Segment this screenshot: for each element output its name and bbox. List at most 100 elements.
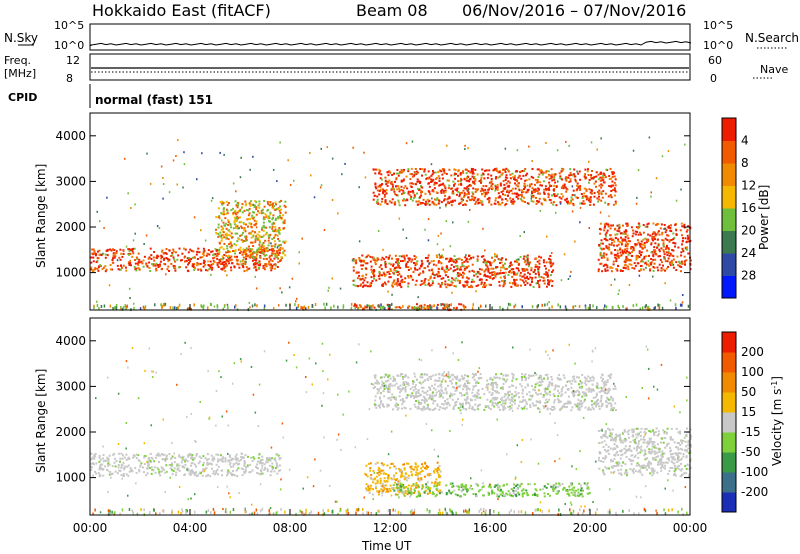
echo-cell — [610, 243, 613, 246]
echo-cell — [115, 306, 118, 310]
echo-cell — [635, 243, 638, 246]
echo-cell — [235, 258, 238, 261]
echo-cell — [524, 399, 527, 402]
echo-cell — [207, 260, 209, 263]
echo-cell — [153, 466, 156, 469]
echo-cell — [636, 231, 639, 233]
echo-cell — [600, 191, 603, 194]
echo-cell — [477, 393, 480, 396]
echo-cell — [148, 261, 151, 264]
echo-cell — [405, 254, 408, 257]
echo-cell — [521, 377, 524, 380]
echo-cell — [280, 243, 282, 246]
echo-cell — [221, 474, 224, 477]
echo-cell — [491, 378, 494, 381]
echo-cell — [551, 264, 554, 267]
echo-cell — [598, 184, 601, 187]
echo-cell — [533, 389, 536, 392]
echo-cell — [377, 275, 380, 278]
echo-cell — [653, 266, 656, 269]
echo-cell — [396, 284, 399, 287]
echo-cell — [136, 262, 139, 265]
echo-cell — [523, 169, 526, 172]
echo-cell — [610, 251, 613, 254]
echo-cell — [470, 257, 472, 259]
echo-cell — [558, 392, 561, 395]
echo-cell — [186, 467, 189, 470]
echo-cell — [529, 394, 532, 397]
echo-cell — [617, 304, 619, 308]
echo-cell — [592, 377, 595, 380]
echo-cell — [515, 196, 518, 198]
echo-cell — [242, 264, 244, 267]
echo-cell — [539, 381, 542, 384]
echo-cell — [369, 260, 372, 263]
echo-cell — [378, 304, 380, 308]
echo-cell — [234, 209, 237, 212]
echo-cell — [187, 251, 190, 254]
echo-cell — [386, 380, 388, 383]
echo-cell — [547, 170, 550, 173]
echo-cell — [388, 374, 391, 377]
echo-cell — [427, 190, 430, 193]
echo-cell — [505, 398, 508, 401]
echo-cell — [475, 285, 478, 287]
echo-cell — [254, 200, 257, 202]
echo-cell — [418, 394, 421, 397]
echo-cell — [364, 306, 367, 309]
echo-cell — [394, 404, 397, 407]
echo-cell — [191, 469, 193, 472]
echo-cell — [467, 382, 470, 384]
echo-cell — [112, 257, 114, 260]
echo-cell — [402, 178, 405, 181]
echo-cell — [476, 255, 479, 258]
echo-cell — [215, 216, 218, 219]
echo-cell — [578, 408, 581, 411]
echo-cell — [657, 222, 660, 225]
echo-cell — [230, 226, 232, 229]
echo-cell — [526, 257, 529, 260]
echo-cell — [245, 249, 248, 252]
echo-cell — [419, 182, 421, 184]
echo-cell — [617, 227, 620, 230]
echo-cell — [205, 475, 208, 478]
echo-cell — [418, 407, 421, 410]
echo-cell — [114, 306, 116, 310]
echo-cell — [434, 379, 437, 382]
echo-cell — [379, 177, 382, 180]
echo-cell — [585, 176, 588, 179]
echo-cell — [99, 458, 102, 461]
echo-cell — [256, 253, 258, 256]
echo-cell — [548, 181, 551, 184]
echo-cell — [249, 168, 251, 171]
echo-cell — [259, 251, 262, 254]
echo-cell — [517, 269, 520, 272]
echo-cell — [653, 262, 656, 265]
echo-cell — [537, 168, 540, 171]
echo-cell — [90, 468, 93, 471]
echo-cell — [502, 193, 504, 196]
echo-cell — [541, 173, 544, 176]
echo-cell — [402, 381, 405, 384]
echo-cell — [603, 226, 606, 229]
echo-cell — [229, 246, 232, 249]
echo-cell — [632, 229, 634, 232]
echo-cell — [373, 403, 376, 406]
echo-cell — [494, 255, 497, 258]
echo-cell — [524, 284, 527, 286]
echo-cell — [613, 175, 616, 178]
echo-cell — [445, 220, 448, 223]
echo-cell — [472, 177, 475, 180]
echo-cell — [606, 239, 609, 242]
echo-cell — [407, 282, 410, 285]
echo-cell — [496, 403, 499, 406]
echo-cell — [661, 233, 664, 236]
echo-cell — [374, 395, 377, 398]
echo-cell — [101, 463, 104, 466]
echo-cell — [501, 201, 504, 204]
echo-cell — [360, 306, 363, 309]
echo-cell — [512, 374, 515, 376]
echo-cell — [427, 177, 430, 180]
echo-cell — [523, 376, 526, 378]
echo-cell — [278, 249, 280, 252]
